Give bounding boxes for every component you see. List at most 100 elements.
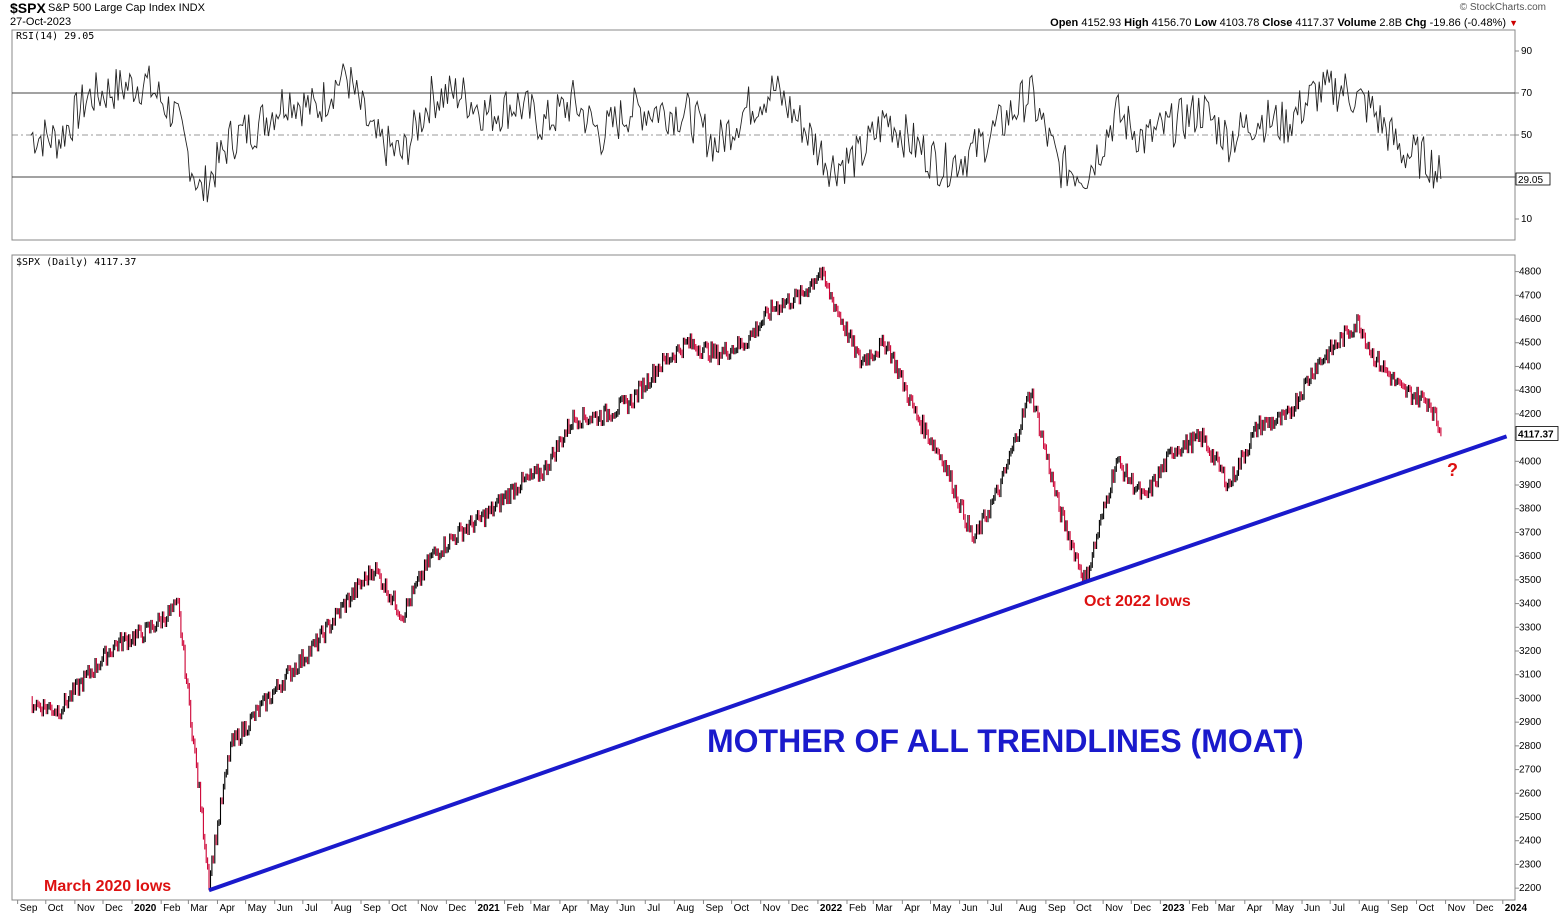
- x-tick-label: Jun: [619, 903, 635, 913]
- price-tick-label: 3900: [1519, 480, 1542, 491]
- close-value: 4117.37: [1295, 17, 1335, 29]
- chart-date: 27-Oct-2023: [10, 16, 72, 28]
- x-tick-label: Jun: [277, 903, 293, 913]
- chg-label: Chg: [1405, 17, 1427, 29]
- x-tick-label: Aug: [334, 903, 352, 913]
- price-tick-label: 2700: [1519, 765, 1542, 776]
- rsi-tick-label: 90: [1521, 46, 1533, 57]
- price-value-marker-label: 4117.37: [1518, 429, 1554, 440]
- price-tick-label: 3100: [1519, 670, 1542, 681]
- ohlc-readout: Open 4152.93 High 4156.70 Low 4103.78 Cl…: [1050, 17, 1518, 29]
- x-tick-label: Sep: [20, 903, 38, 913]
- x-tick-label: Sep: [705, 903, 723, 913]
- x-tick-label: Sep: [1390, 903, 1408, 913]
- x-tick-label: 2021: [477, 903, 500, 913]
- open-value: 4152.93: [1081, 17, 1122, 29]
- x-tick-label: Nov: [763, 903, 781, 913]
- price-tick-label: 4400: [1519, 361, 1542, 372]
- price-tick-label: 2900: [1519, 717, 1542, 728]
- price-tick-label: 2200: [1519, 883, 1542, 894]
- price-panel-frame: [11, 254, 1516, 901]
- x-tick-label: Aug: [1361, 903, 1379, 913]
- x-tick-label: May: [248, 903, 267, 913]
- watermark: © StockCharts.com: [1459, 2, 1546, 13]
- chg-value: -19.86 (-0.48%): [1429, 17, 1507, 29]
- volume-value: 2.8B: [1379, 17, 1403, 29]
- volume-label: Volume: [1337, 17, 1377, 29]
- x-tick-label: Dec: [448, 903, 466, 913]
- high-label: High: [1124, 17, 1149, 29]
- x-axis: Sep Oct Nov Dec 2020 Feb Mar Apr May Jun Jul Aug Sep…: [17, 900, 1527, 913]
- price-tick-label: 4700: [1519, 290, 1542, 301]
- x-tick-label: Feb: [163, 903, 181, 913]
- x-tick-label: May: [1275, 903, 1294, 913]
- price-tick-label: 2300: [1519, 859, 1542, 870]
- x-tick-label: May: [933, 903, 952, 913]
- x-tick-label: Mar: [875, 903, 893, 913]
- march-2020-lows-label: March 2020 lows: [44, 878, 171, 895]
- price-tick-label: 3000: [1519, 693, 1542, 704]
- x-tick-label: Sep: [363, 903, 381, 913]
- price-tick-label: 2800: [1519, 741, 1542, 752]
- x-tick-label: Jul: [647, 903, 660, 913]
- symbol-label: $SPX: [10, 0, 46, 16]
- price-tick-label: 4300: [1519, 385, 1542, 396]
- x-tick-label: Apr: [219, 903, 235, 913]
- price-tick-label: 4800: [1519, 267, 1542, 278]
- x-tick-label: Dec: [1133, 903, 1151, 913]
- price-tick-label: 3800: [1519, 504, 1542, 515]
- x-tick-label: Feb: [507, 903, 525, 913]
- x-tick-label: Apr: [562, 903, 578, 913]
- price-tick-label: 3600: [1519, 551, 1542, 562]
- x-tick-label: Oct: [734, 903, 750, 913]
- x-tick-label: Oct: [391, 903, 407, 913]
- moat-title: MOTHER OF ALL TRENDLINES (MOAT): [707, 723, 1304, 759]
- open-label: Open: [1050, 17, 1079, 29]
- x-tick-label: 2023: [1162, 903, 1185, 913]
- x-tick-label: Oct: [1076, 903, 1092, 913]
- x-tick-label: Aug: [1019, 903, 1037, 913]
- down-triangle-icon: ▼: [1509, 18, 1518, 28]
- x-tick-label: Jul: [990, 903, 1003, 913]
- x-tick-label: Feb: [849, 903, 867, 913]
- x-tick-label: Jul: [1332, 903, 1345, 913]
- x-tick-label: Apr: [904, 903, 920, 913]
- rsi-panel: 907050301029.05: [12, 46, 1551, 225]
- moat-trendline: [208, 434, 1508, 893]
- rsi-tick-label: 50: [1521, 130, 1533, 141]
- x-tick-label: Sep: [1048, 903, 1066, 913]
- x-tick-label: Jun: [962, 903, 978, 913]
- x-tick-label: Nov: [420, 903, 438, 913]
- price-tick-label: 2500: [1519, 812, 1542, 823]
- price-tick-label: 4000: [1519, 456, 1542, 467]
- rsi-panel-label: RSI(14) 29.05: [16, 31, 94, 42]
- rsi-value-marker: [1515, 172, 1551, 186]
- price-value-marker: [1515, 426, 1559, 441]
- rsi-tick-label: 10: [1521, 214, 1533, 225]
- price-panel: 2200 2300 2400 2500 2600 2700 2800 2900 3000 3100…: [31, 267, 1559, 894]
- price-tick-label: 3500: [1519, 575, 1542, 586]
- x-tick-label: Nov: [77, 903, 95, 913]
- x-tick-label: Jul: [305, 903, 318, 913]
- price-tick-label: 3400: [1519, 599, 1542, 610]
- x-tick-label: 2020: [134, 903, 157, 913]
- rsi-series-line: [30, 63, 1442, 203]
- price-tick-label: 3700: [1519, 527, 1542, 538]
- price-tick-label: 3300: [1519, 622, 1542, 633]
- rsi-value-marker-label: 29.05: [1518, 175, 1543, 186]
- x-tick-label: Oct: [1418, 903, 1434, 913]
- x-tick-label: Dec: [1476, 903, 1494, 913]
- price-panel-label: $SPX (Daily) 4117.37: [16, 257, 136, 268]
- close-label: Close: [1262, 17, 1293, 29]
- x-tick-label: Dec: [791, 903, 809, 913]
- symbol-description: S&P 500 Large Cap Index INDX: [48, 2, 205, 14]
- high-value: 4156.70: [1151, 17, 1192, 29]
- x-tick-label: Apr: [1247, 903, 1263, 913]
- x-tick-label: Oct: [48, 903, 64, 913]
- x-tick-label: Nov: [1105, 903, 1123, 913]
- price-tick-label: 2400: [1519, 836, 1542, 847]
- x-tick-label: Mar: [533, 903, 551, 913]
- x-tick-label: Dec: [105, 903, 123, 913]
- x-tick-label: Feb: [1191, 903, 1209, 913]
